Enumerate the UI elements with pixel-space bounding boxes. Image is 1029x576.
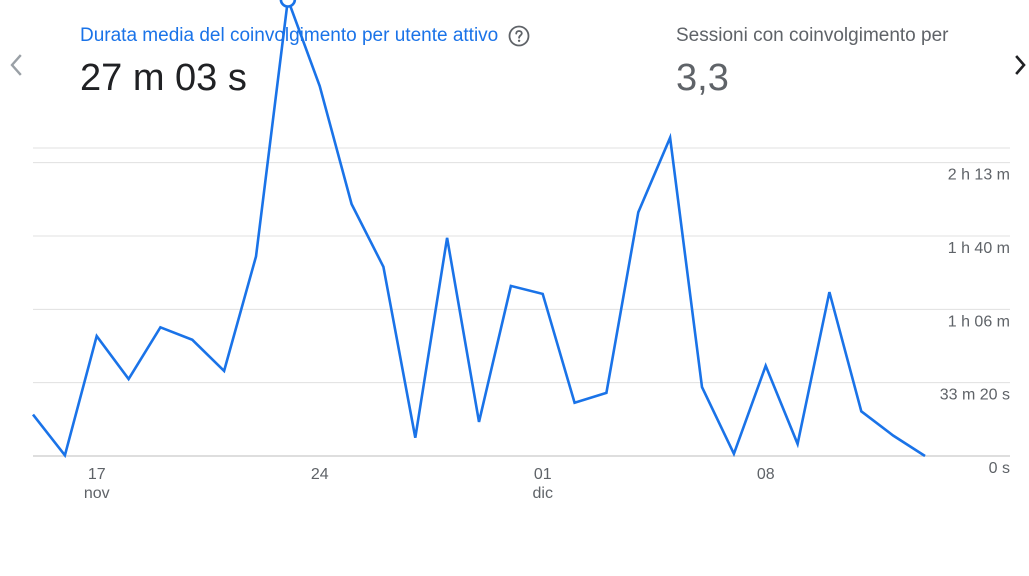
x-axis: 17 nov 24 01 dic 08	[84, 466, 775, 502]
data-point[interactable]	[508, 283, 514, 289]
data-point[interactable]	[412, 435, 418, 441]
y-tick-label: 1 h 06 m	[948, 313, 1010, 330]
data-point[interactable]	[317, 83, 323, 89]
series-layer	[30, 0, 928, 459]
data-point[interactable]	[890, 432, 896, 438]
data-point[interactable]	[380, 264, 386, 270]
data-point[interactable]	[444, 235, 450, 241]
y-tick-label: 1 h 40 m	[948, 240, 1010, 257]
data-point[interactable]	[221, 368, 227, 374]
data-point[interactable]	[858, 408, 864, 414]
data-point[interactable]	[189, 337, 195, 343]
data-point[interactable]	[572, 400, 578, 406]
data-point[interactable]	[253, 254, 259, 260]
data-point[interactable]	[731, 451, 737, 457]
data-point[interactable]	[763, 363, 769, 369]
data-point[interactable]	[603, 390, 609, 396]
series-line	[33, 0, 925, 456]
data-point[interactable]	[699, 384, 705, 390]
data-point[interactable]	[922, 453, 928, 459]
highlighted-point[interactable]	[281, 0, 295, 7]
x-tick-label: 01	[534, 466, 552, 483]
data-point[interactable]	[795, 441, 801, 447]
x-tick-label: 24	[311, 466, 329, 483]
x-tick-label: 08	[757, 466, 775, 483]
data-point[interactable]	[667, 135, 673, 141]
y-axis: 0 s 33 m 20 s 1 h 06 m 1 h 40 m 2 h 13 m	[940, 167, 1010, 477]
data-point[interactable]	[157, 324, 163, 330]
y-tick-label: 33 m 20 s	[940, 387, 1010, 404]
data-point[interactable]	[30, 412, 36, 418]
data-point[interactable]	[826, 289, 832, 295]
y-tick-label: 2 h 13 m	[948, 167, 1010, 184]
data-point[interactable]	[476, 419, 482, 425]
y-tick-label: 0 s	[989, 460, 1010, 477]
data-point[interactable]	[126, 376, 132, 382]
x-tick-label: 17	[88, 466, 106, 483]
data-point[interactable]	[635, 209, 641, 215]
x-tick-sublabel: dic	[532, 485, 552, 502]
data-point[interactable]	[349, 201, 355, 207]
data-point[interactable]	[540, 291, 546, 297]
data-point[interactable]	[94, 333, 100, 339]
x-tick-sublabel: nov	[84, 485, 110, 502]
data-point[interactable]	[62, 452, 68, 458]
